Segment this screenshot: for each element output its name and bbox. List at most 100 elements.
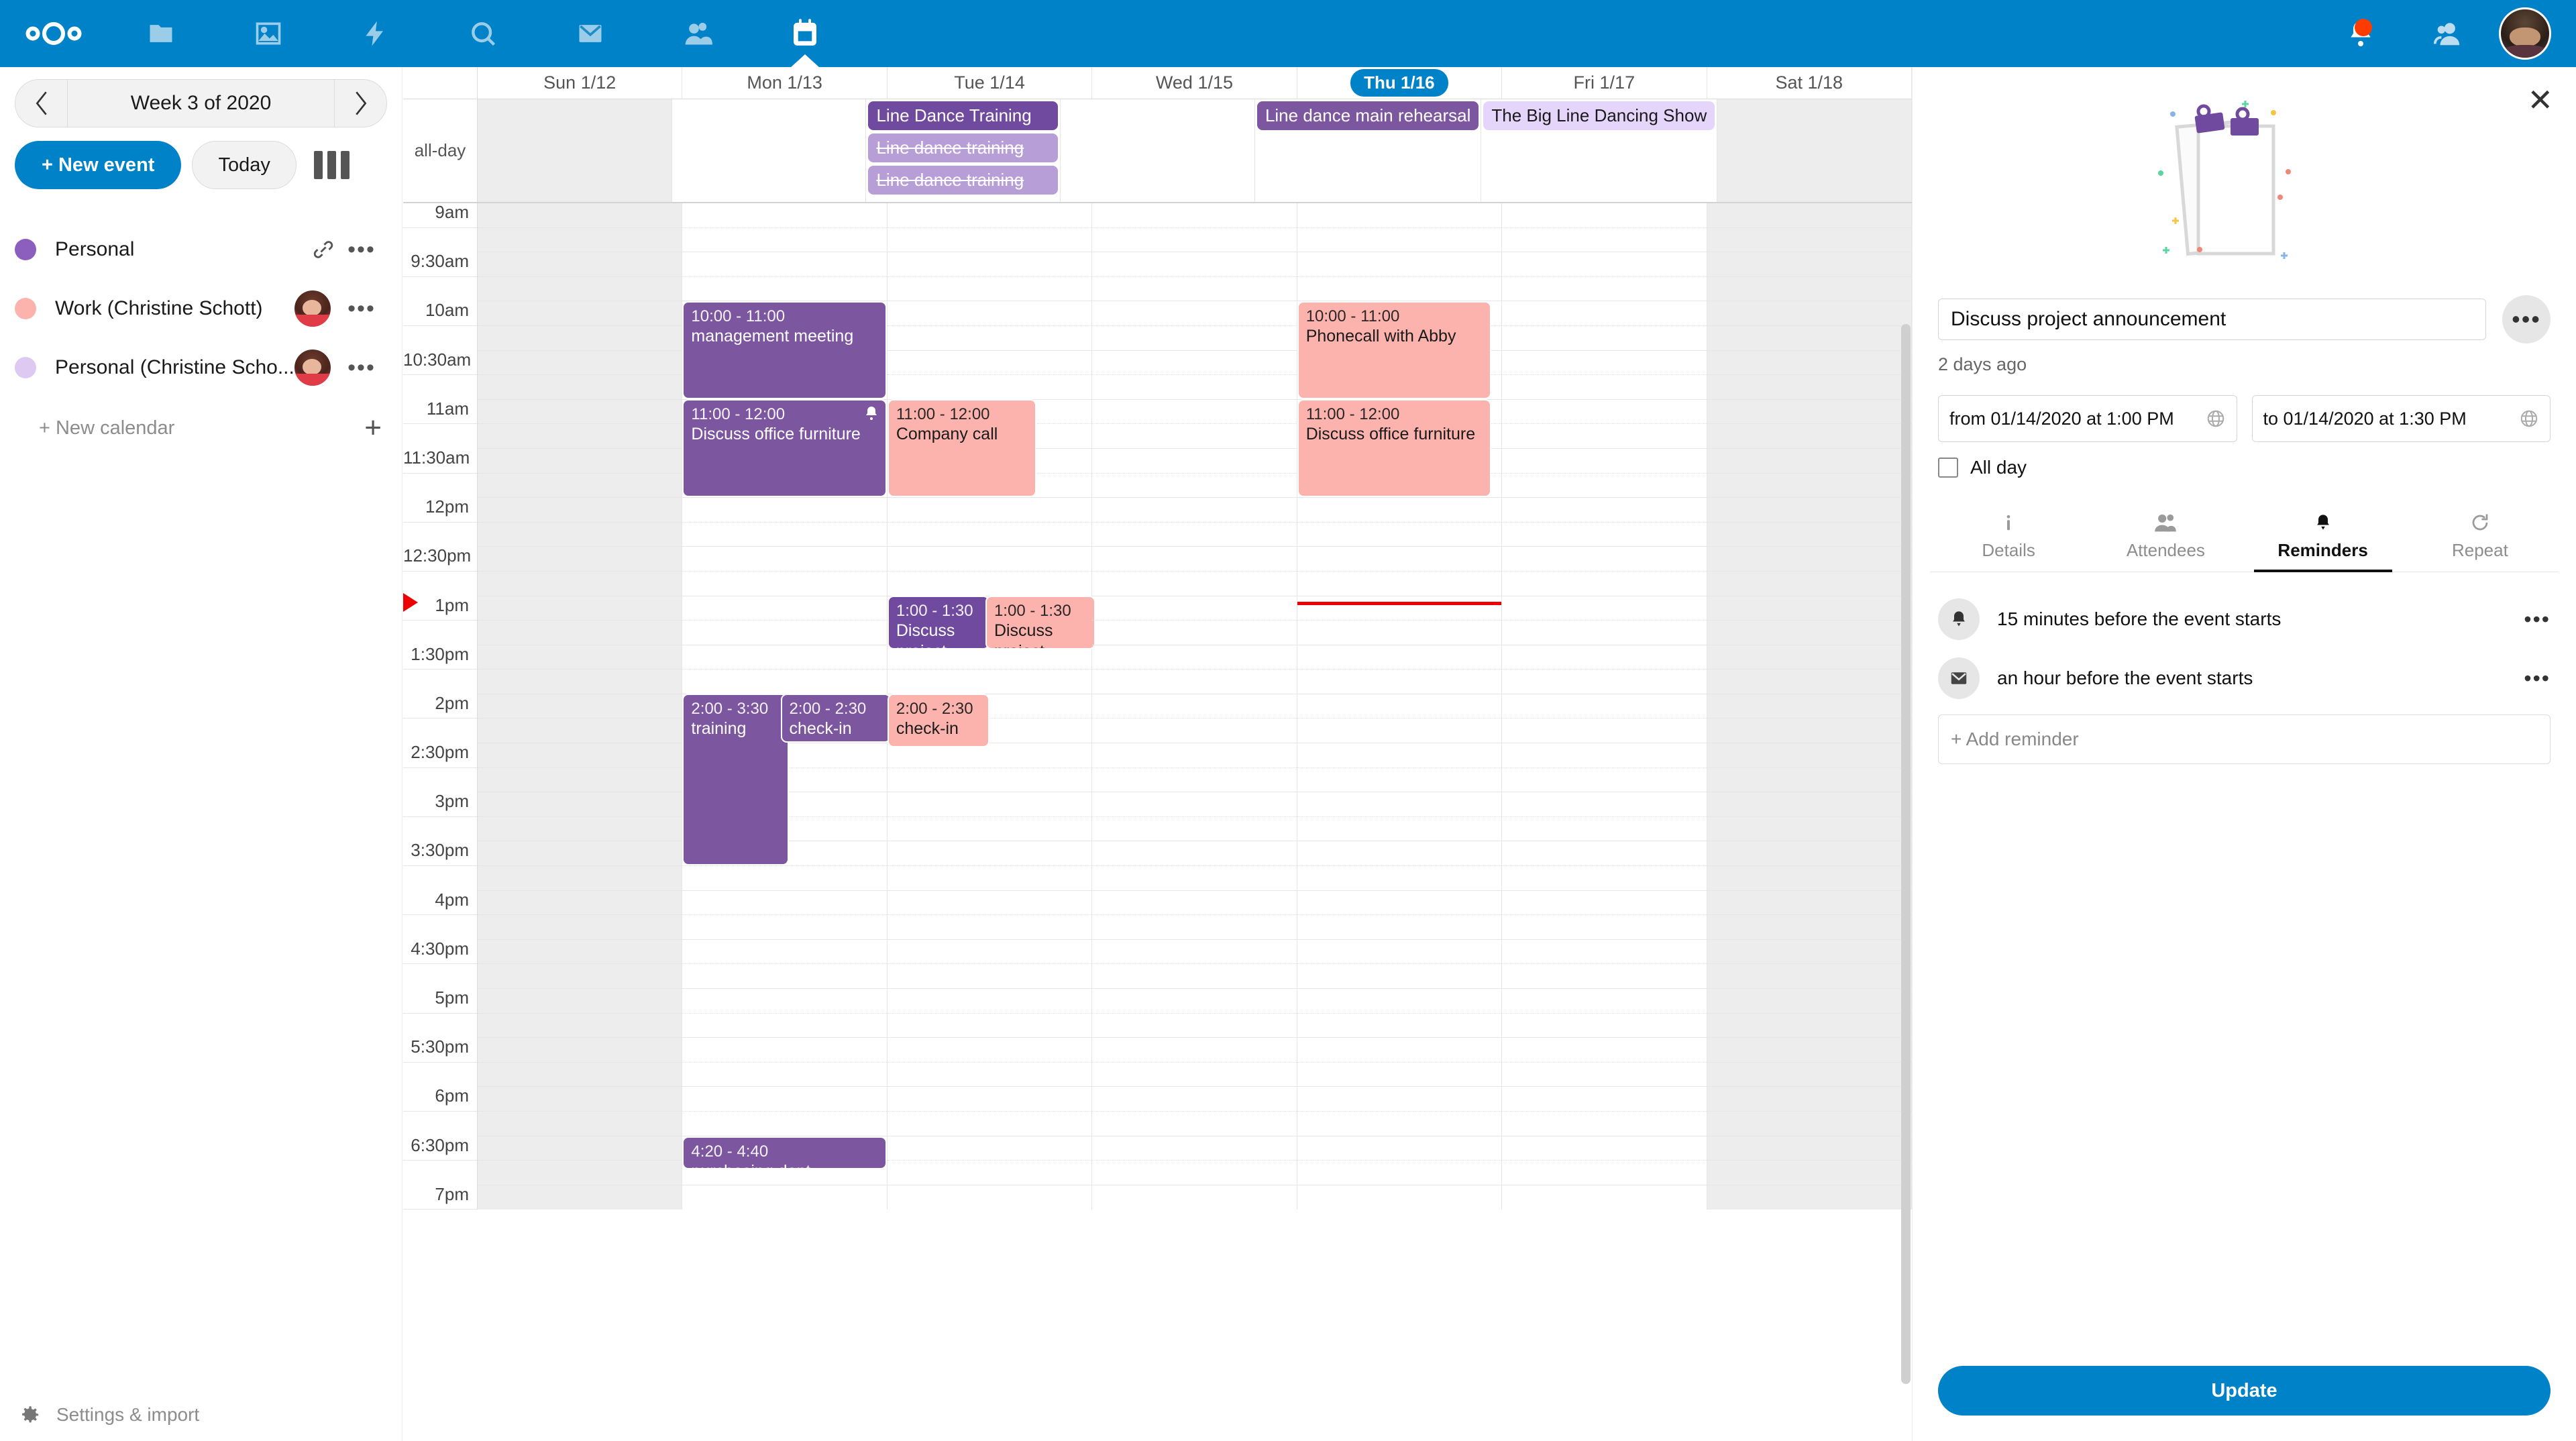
calendar-color-dot — [15, 298, 36, 319]
add-reminder-button[interactable]: + Add reminder — [1938, 714, 2551, 764]
tab-details[interactable]: Details — [1930, 502, 2087, 572]
all-day-event[interactable]: The Big Line Dancing Show — [1483, 101, 1715, 130]
day-column-sat[interactable] — [1707, 203, 1912, 1210]
calendar-list-item[interactable]: Work (Christine Schott) ••• — [0, 279, 402, 338]
calendar-event[interactable]: 2:00 - 3:30 training — [682, 694, 789, 865]
event-end-field[interactable]: to 01/14/2020 at 1:30 PM — [2251, 395, 2551, 442]
update-button[interactable]: Update — [1938, 1366, 2551, 1416]
all-day-cell-mon[interactable] — [672, 99, 867, 202]
day-header-sun[interactable]: Sun 1/12 — [478, 67, 683, 99]
time-gutter-header — [403, 67, 478, 99]
tab-attendees-label: Attendees — [2126, 540, 2205, 560]
previous-week-button[interactable] — [15, 80, 68, 127]
timezone-globe-icon[interactable] — [2519, 409, 2539, 429]
all-day-event[interactable]: Line dance main rehearsal — [1256, 101, 1479, 130]
notifications-button[interactable] — [2317, 0, 2404, 67]
reminder-item[interactable]: an hour before the event starts ••• — [1938, 649, 2551, 708]
event-start-field[interactable]: from 01/14/2020 at 1:00 PM — [1938, 395, 2237, 442]
calendar-event[interactable]: 10:00 - 11:00 Phonecall with Abby — [1297, 301, 1491, 399]
day-column-sun[interactable] — [478, 203, 683, 1210]
tab-repeat[interactable]: Repeat — [2402, 502, 2559, 572]
calendar-event[interactable]: 10:00 - 11:00 management meeting — [682, 301, 887, 399]
day-header-sat[interactable]: Sat 1/18 — [1707, 67, 1912, 99]
calendar-event[interactable]: 4:20 - 4:40 purchasing dept — [682, 1136, 887, 1169]
contacts-icon[interactable] — [644, 0, 751, 67]
nextcloud-logo[interactable] — [0, 21, 107, 46]
files-icon[interactable] — [107, 0, 215, 67]
all-day-event[interactable]: Line dance training — [868, 166, 1059, 195]
day-header-wed[interactable]: Wed 1/15 — [1092, 67, 1297, 99]
all-day-cell-tue[interactable]: Line Dance Training Line dance training … — [866, 99, 1061, 202]
settings-and-import-button[interactable]: Settings & import — [0, 1403, 402, 1426]
tab-reminders[interactable]: Reminders — [2245, 502, 2402, 572]
new-event-button[interactable]: + New event — [15, 141, 182, 189]
all-day-cell-wed[interactable] — [1061, 99, 1255, 202]
all-day-event[interactable]: Line Dance Training — [868, 101, 1059, 130]
today-button[interactable]: Today — [192, 141, 297, 189]
calendar-event[interactable]: 11:00 - 12:00 Discuss office furniture — [1297, 399, 1491, 497]
event-date-range: from 01/14/2020 at 1:00 PM to 01/14/2020… — [1913, 375, 2576, 442]
plus-icon[interactable]: + — [364, 411, 382, 444]
reminder-item[interactable]: 15 minutes before the event starts ••• — [1938, 590, 2551, 649]
tab-attendees[interactable]: Attendees — [2087, 502, 2244, 572]
timezone-globe-icon[interactable] — [2206, 409, 2226, 429]
calendar-name: Personal — [55, 238, 135, 260]
tab-repeat-label: Repeat — [2451, 540, 2508, 560]
activity-icon[interactable] — [322, 0, 429, 67]
day-column-mon[interactable]: 10:00 - 11:00 management meeting 11:00 -… — [682, 203, 891, 1210]
calendar-event[interactable]: 2:00 - 2:30 check-in — [887, 694, 990, 747]
all-day-checkbox[interactable] — [1938, 458, 1958, 478]
event-title-input[interactable] — [1938, 299, 2486, 340]
day-column-wed[interactable] — [1092, 203, 1297, 1210]
contacts-menu-icon[interactable] — [2404, 0, 2491, 67]
day-header-fri[interactable]: Fri 1/17 — [1502, 67, 1707, 99]
calendar-event[interactable]: 11:00 - 12:00 Company call — [887, 399, 1037, 497]
calendar-icon[interactable] — [751, 0, 859, 67]
all-day-toggle[interactable]: All day — [1913, 442, 2576, 478]
day-header-mon[interactable]: Mon 1/13 — [682, 67, 888, 99]
all-day-cell-sun[interactable] — [478, 99, 672, 202]
info-icon — [1930, 509, 2087, 536]
event-more-button[interactable]: ••• — [2502, 295, 2551, 343]
mail-icon[interactable] — [537, 0, 644, 67]
calendar-menu-button[interactable]: ••• — [347, 237, 376, 262]
close-icon[interactable]: ✕ — [2527, 83, 2553, 117]
time-grid: 9am 9:30am 10am 10:30am 11am 11:30am 12p… — [403, 203, 1912, 1210]
day-column-fri[interactable] — [1502, 203, 1707, 1210]
event-time: 1:00 - 1:30 — [994, 602, 1071, 620]
time-label: 5pm — [403, 989, 477, 1014]
event-details-panel: ✕ ••• — [1912, 67, 2576, 1441]
view-switcher[interactable] — [313, 151, 350, 179]
all-day-event[interactable]: Line dance training — [868, 134, 1059, 162]
topbar-right-actions — [2317, 0, 2576, 67]
calendar-menu-button[interactable]: ••• — [347, 355, 376, 380]
calendar-event[interactable]: 11:00 - 12:00 Discuss office furniture — [682, 399, 887, 497]
all-day-cell-fri[interactable]: The Big Line Dancing Show — [1481, 99, 1718, 202]
reminder-menu-button[interactable]: ••• — [2524, 607, 2551, 631]
all-day-cell-thu[interactable]: Line dance main rehearsal — [1255, 99, 1482, 202]
new-calendar-button[interactable]: + New calendar + — [0, 401, 402, 455]
time-grid-scroll[interactable]: 9am 9:30am 10am 10:30am 11am 11:30am 12p… — [403, 203, 1912, 1441]
day-column-tue[interactable]: 11:00 - 12:00 Company call 1:00 - 1:30 D… — [887, 203, 1096, 1210]
time-label: 5:30pm — [403, 1038, 477, 1063]
event-title: Company call — [896, 425, 998, 444]
calendar-list-item[interactable]: Personal (Christine Scho... ••• — [0, 338, 402, 397]
calendar-menu-button[interactable]: ••• — [347, 296, 376, 321]
day-column-thu[interactable]: 10:00 - 11:00 Phonecall with Abby 11:00 … — [1297, 203, 1503, 1210]
day-header-thu-today[interactable]: Thu 1/16 — [1297, 67, 1503, 99]
day-header-tue[interactable]: Tue 1/14 — [888, 67, 1093, 99]
photos-icon[interactable] — [215, 0, 322, 67]
all-day-cell-sat[interactable] — [1717, 99, 1912, 202]
calendar-event[interactable]: 2:00 - 2:30 check-in — [780, 694, 891, 743]
vertical-scrollbar[interactable] — [1901, 324, 1911, 1384]
time-label: 7pm — [403, 1185, 477, 1210]
calendar-event-selected[interactable]: 1:00 - 1:30 Discuss project announcement — [887, 596, 990, 649]
next-week-button[interactable] — [334, 80, 386, 127]
sidebar-actions: + New event Today — [15, 141, 387, 189]
reminder-menu-button[interactable]: ••• — [2524, 666, 2551, 690]
calendar-event[interactable]: 1:00 - 1:30 Discuss project — [985, 596, 1096, 649]
share-link-icon[interactable] — [305, 238, 341, 261]
avatar[interactable] — [2491, 7, 2559, 60]
search-icon[interactable] — [429, 0, 537, 67]
calendar-list-item[interactable]: Personal ••• — [0, 220, 402, 279]
